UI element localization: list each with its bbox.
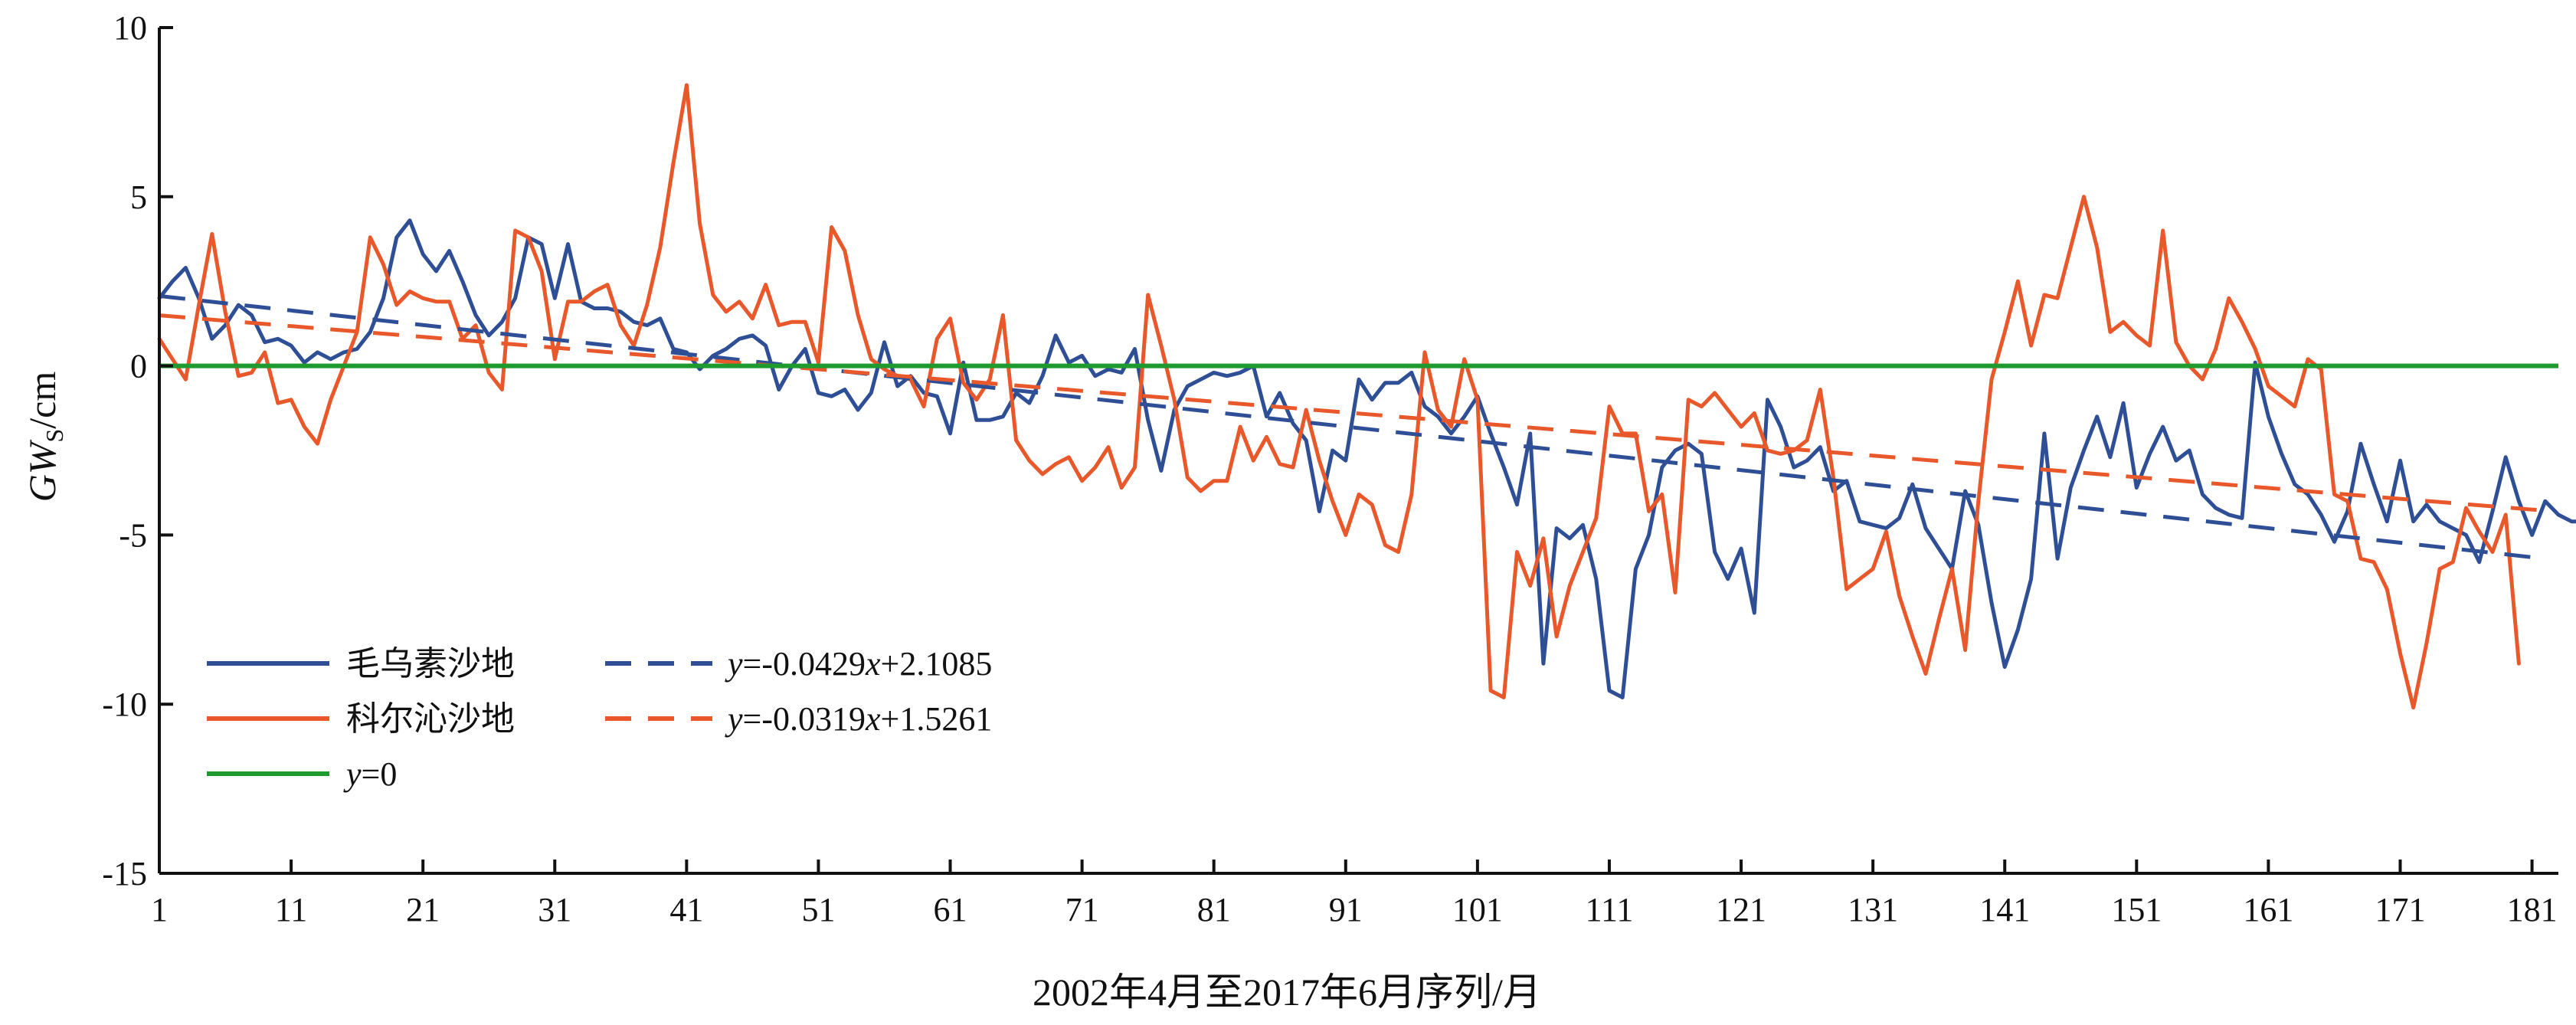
x-tick-label: 41: [669, 891, 703, 928]
x-tick-label: 91: [1329, 891, 1363, 928]
x-tick-label: 131: [1848, 891, 1898, 928]
series-line-horqin: [157, 83, 2521, 710]
x-tick-label: 161: [2243, 891, 2293, 928]
x-tick-label: 61: [934, 891, 967, 928]
x-tick-label: 51: [801, 891, 835, 928]
y-tick-label: 5: [130, 178, 147, 216]
x-tick-label: 111: [1586, 891, 1634, 928]
legend-label-trend-mu-us: y=-0.0429x+2.1085: [725, 645, 992, 683]
legend-label-zero: y=0: [343, 755, 397, 793]
plot-lines: [157, 83, 2576, 710]
y-tick-label: -15: [102, 855, 147, 892]
x-tick-label: 171: [2375, 891, 2425, 928]
x-tick-label: 21: [406, 891, 440, 928]
trend-line-mu-us: [159, 293, 2546, 561]
legend: 毛乌素沙地 科尔沁沙地 y=0 y=-0.0429x+2.1085 y=-0.0…: [207, 645, 992, 793]
y-tick-label: 0: [130, 348, 147, 385]
y-ticks: -15 -10 -5 0 5 10: [102, 9, 173, 892]
x-ticks: 1 11 21 31 41 51 61 71 81 91 101 111 121 131 141 151 161…: [151, 860, 2558, 928]
x-axis-title: 2002年4月至2017年6月序列/月: [1033, 971, 1541, 1014]
legend-label-horqin: 科尔沁沙地: [346, 700, 515, 738]
x-tick-label: 181: [2507, 891, 2558, 928]
x-tick-label: 151: [2111, 891, 2162, 928]
y-tick-label: 10: [113, 9, 147, 47]
x-tick-label: 31: [538, 891, 571, 928]
x-tick-label: 11: [275, 891, 307, 928]
x-tick-label: 1: [151, 891, 168, 928]
x-tick-label: 71: [1065, 891, 1099, 928]
x-tick-label: 101: [1452, 891, 1503, 928]
legend-label-trend-horqin: y=-0.0319x+1.5261: [725, 700, 992, 738]
legend-label-mu-us: 毛乌素沙地: [346, 645, 515, 683]
y-axis-title: GWS/cm: [21, 372, 68, 503]
trend-line-horqin: [159, 313, 2545, 513]
x-tick-label: 121: [1716, 891, 1766, 928]
y-tick-label: -5: [119, 516, 147, 554]
y-tick-label: -10: [102, 686, 147, 723]
series-line-mu-us: [157, 218, 2576, 699]
x-tick-label: 141: [1979, 891, 2030, 928]
x-tick-label: 81: [1197, 891, 1231, 928]
